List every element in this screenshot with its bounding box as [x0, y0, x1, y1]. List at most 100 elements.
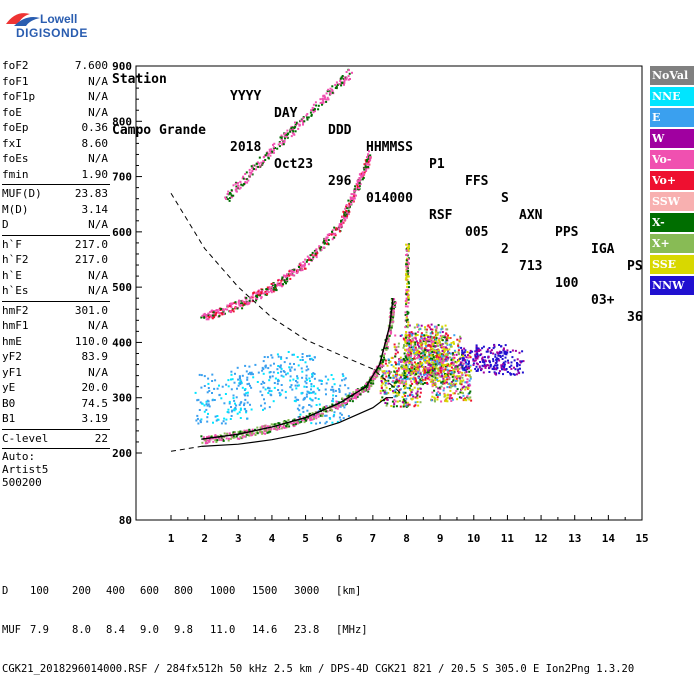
echo-point: [283, 281, 286, 283]
echo-point: [283, 139, 286, 142]
echo-point: [273, 288, 276, 291]
echo-point: [450, 370, 453, 372]
echo-point: [317, 108, 320, 111]
echo-point: [460, 383, 463, 386]
echo-point: [310, 259, 313, 262]
echo-point: [330, 233, 333, 236]
echo-point: [382, 364, 385, 367]
header-value: 03+: [591, 293, 615, 308]
echo-point: [425, 331, 428, 334]
echo-point: [408, 243, 410, 246]
echo-point: [431, 369, 434, 372]
echo-point: [301, 359, 304, 361]
footer-row-label: D: [2, 585, 9, 597]
echo-point: [222, 420, 225, 423]
echo-point: [302, 121, 305, 124]
echo-point: [423, 369, 426, 372]
echo-point: [215, 419, 218, 422]
echo-point: [301, 353, 304, 355]
param-separator: [2, 428, 110, 430]
echo-point: [331, 421, 334, 424]
echo-point: [450, 363, 453, 365]
echo-point: [276, 353, 279, 356]
echo-point: [420, 343, 423, 346]
echo-point: [409, 351, 412, 354]
echo-point: [394, 391, 397, 393]
echo-point: [475, 349, 478, 352]
echo-point: [390, 364, 393, 366]
echo-point: [390, 298, 393, 300]
echo-point: [450, 361, 453, 364]
echo-point: [300, 264, 303, 267]
echo-point: [278, 422, 281, 425]
echo-point: [249, 403, 251, 406]
echo-point: [313, 249, 316, 252]
echo-point: [264, 159, 267, 161]
echo-point: [271, 356, 274, 359]
echo-point: [407, 247, 409, 250]
echo-point: [425, 366, 428, 369]
echo-point: [253, 168, 255, 170]
echo-point: [261, 394, 264, 397]
echo-point: [441, 367, 444, 369]
echo-point: [318, 413, 321, 416]
echo-point: [246, 376, 249, 379]
echo-point: [268, 148, 271, 151]
echo-point: [302, 410, 305, 413]
footer-value: 1500: [252, 585, 278, 597]
echo-point: [203, 404, 206, 407]
echo-point: [286, 274, 288, 277]
echo-point: [405, 262, 408, 264]
echo-point: [418, 395, 421, 398]
echo-point: [381, 359, 384, 361]
echo-point: [393, 307, 395, 310]
echo-point: [326, 233, 329, 236]
echo-point: [442, 389, 445, 392]
echo-point: [430, 340, 433, 343]
echo-point: [312, 359, 315, 361]
echo-point: [516, 364, 519, 367]
echo-point: [248, 382, 250, 385]
footer-value: 14.6: [252, 624, 278, 636]
echo-point: [282, 420, 285, 423]
echo-point: [267, 152, 270, 155]
echo-point: [366, 156, 368, 159]
echo-point: [397, 385, 400, 388]
echo-point: [243, 404, 245, 407]
echo-point: [469, 349, 472, 352]
echo-point: [206, 442, 209, 445]
echo-point: [412, 339, 415, 342]
echo-point: [224, 422, 227, 425]
echo-point: [254, 363, 257, 366]
legend-entry: X+: [650, 234, 694, 253]
echo-point: [334, 389, 337, 392]
echo-point: [454, 366, 457, 369]
echo-point: [314, 251, 317, 253]
echo-point: [411, 337, 414, 340]
echo-point: [323, 238, 326, 241]
echo-point: [256, 298, 259, 300]
echo-point: [221, 385, 224, 388]
echo-point: [455, 390, 458, 393]
echo-point: [246, 303, 249, 306]
echo-point: [246, 394, 249, 397]
echo-point: [407, 360, 410, 363]
echo-point: [441, 380, 444, 383]
echo-point: [259, 164, 262, 167]
echo-point: [407, 337, 410, 340]
param-label: hmF2: [2, 303, 29, 317]
echo-point: [341, 373, 344, 376]
echo-point: [411, 334, 414, 337]
echo-point: [263, 430, 266, 433]
echo-point: [282, 141, 284, 144]
echo-point: [381, 382, 384, 385]
echo-point: [266, 289, 268, 292]
echo-point: [238, 376, 241, 379]
echo-point: [338, 230, 341, 233]
echo-point: [428, 355, 431, 358]
echo-point: [225, 196, 228, 199]
echo-point: [293, 418, 296, 421]
echo-point: [358, 185, 361, 188]
echo-point: [462, 394, 465, 397]
echo-point: [474, 359, 477, 362]
